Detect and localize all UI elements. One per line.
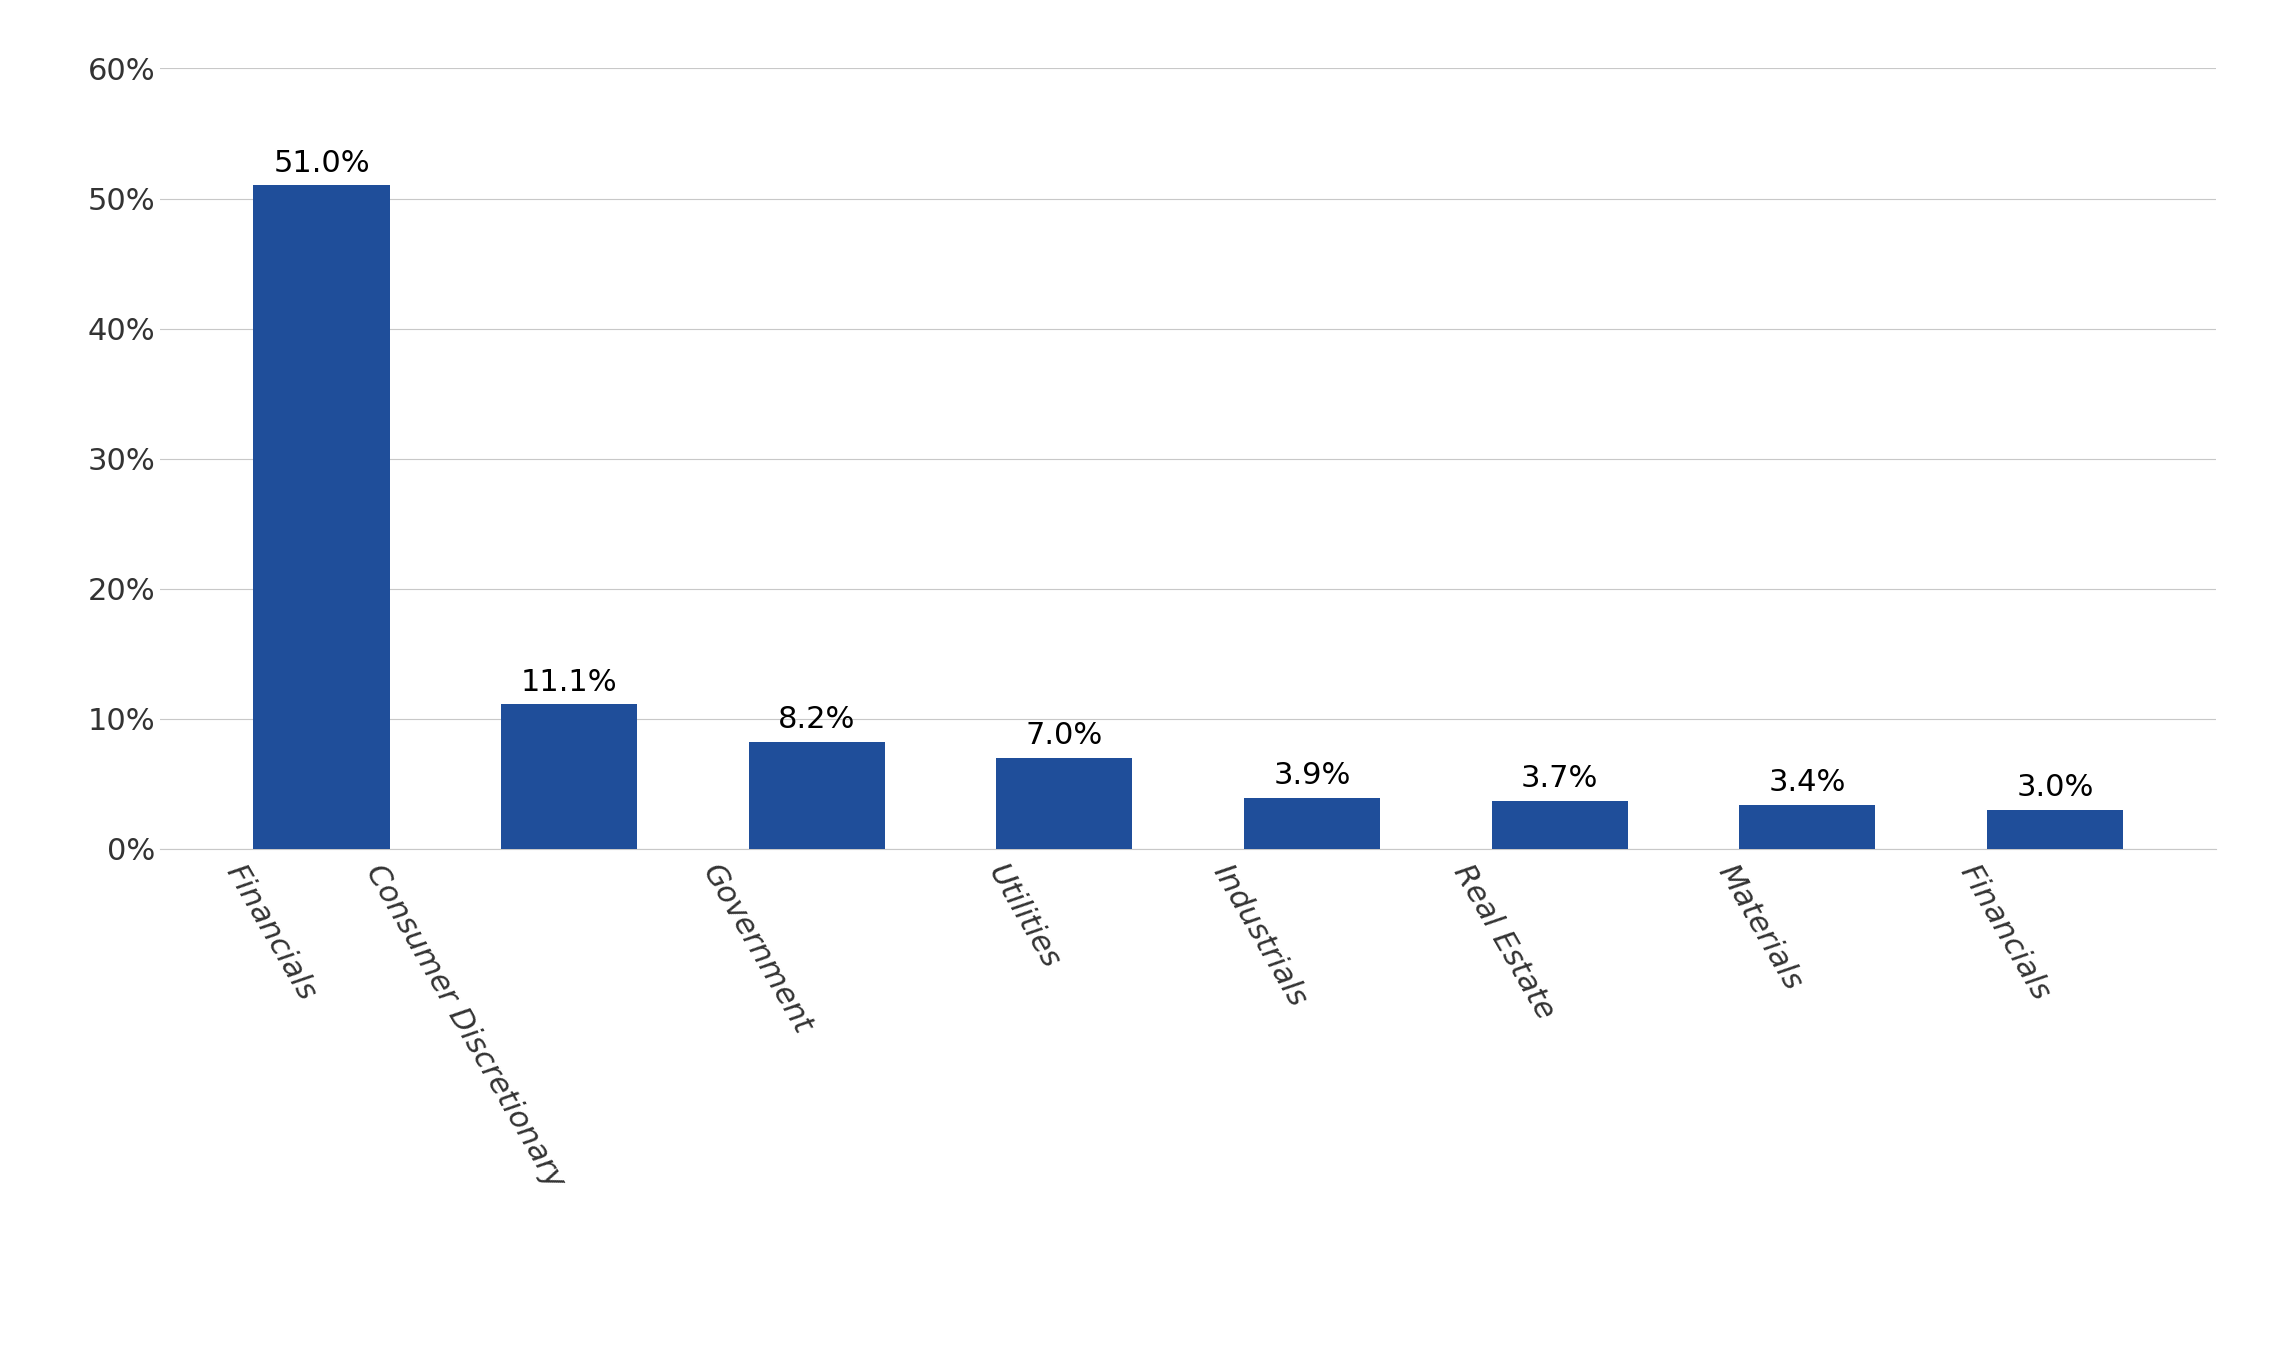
Bar: [500, 705, 638, 849]
Text: 3.7%: 3.7%: [1522, 764, 1597, 793]
Text: 8.2%: 8.2%: [779, 705, 855, 734]
Bar: [996, 758, 1133, 849]
Text: 3.4%: 3.4%: [1769, 768, 1846, 797]
Text: 3.9%: 3.9%: [1273, 761, 1350, 790]
Bar: [1492, 801, 1627, 849]
Text: 51.0%: 51.0%: [274, 149, 370, 178]
Bar: [1243, 798, 1380, 849]
Bar: [1986, 810, 2123, 849]
Text: 11.1%: 11.1%: [521, 668, 617, 697]
Bar: [749, 742, 884, 849]
Bar: [1739, 805, 1876, 849]
Text: 3.0%: 3.0%: [2015, 773, 2093, 802]
Text: 7.0%: 7.0%: [1026, 721, 1104, 750]
Bar: [254, 186, 391, 849]
